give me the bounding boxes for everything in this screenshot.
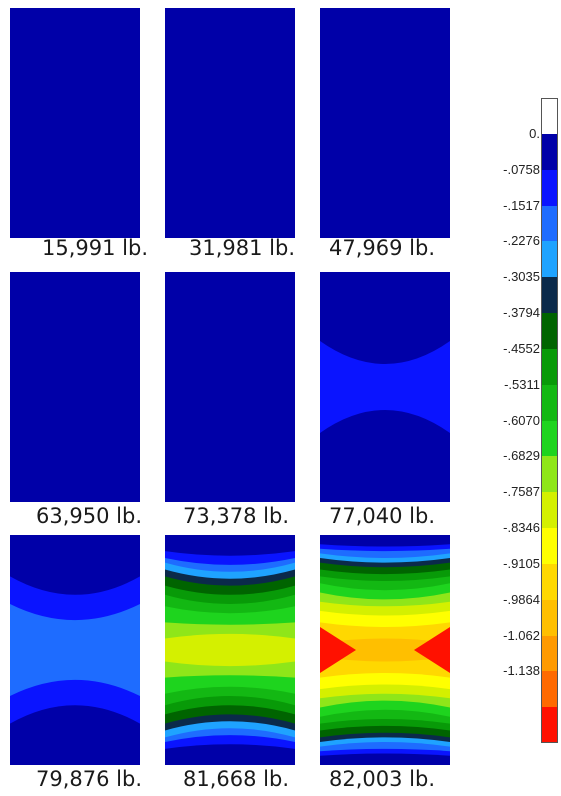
load-label-1: 15,991 lb.	[42, 236, 148, 260]
contour-band	[165, 744, 295, 765]
legend-swatch	[542, 241, 558, 278]
legend-swatch	[542, 133, 558, 171]
contour-band	[320, 535, 450, 547]
legend-tick-label: -.2276	[503, 233, 540, 249]
legend-tick-label: -.1517	[503, 197, 540, 213]
legend-swatch	[542, 635, 558, 672]
legend-tick-label: -.0758	[503, 161, 540, 177]
legend-swatch	[542, 348, 558, 386]
contour-svg	[165, 272, 295, 502]
contour-base	[165, 272, 295, 502]
contour-svg	[10, 272, 140, 502]
load-label-4: 63,950 lb.	[36, 504, 142, 528]
load-label-7: 79,876 lb.	[36, 767, 142, 791]
legend-tick-label: -.3035	[503, 269, 540, 285]
contour-panel-4	[10, 272, 140, 502]
contour-band	[320, 753, 450, 765]
legend-tick-label: -.3794	[503, 305, 540, 320]
contour-band	[320, 272, 450, 364]
contour-panel-5	[165, 272, 295, 502]
legend-swatch	[542, 313, 558, 350]
legend-swatch	[542, 456, 558, 493]
contour-panel-3	[320, 8, 450, 238]
legend-tick-label: -.4552	[503, 340, 540, 356]
contour-panel-1	[10, 8, 140, 238]
load-label-5: 73,378 lb.	[183, 504, 289, 528]
legend-swatch	[542, 384, 558, 421]
contour-panel-7	[10, 535, 140, 765]
contour-band	[165, 535, 295, 556]
contour-svg	[320, 535, 450, 765]
contour-svg	[10, 8, 140, 238]
legend-swatch	[542, 599, 558, 636]
contour-svg	[10, 535, 140, 765]
legend-tick-label: -1.138	[503, 663, 540, 679]
legend-tick-label: -.9105	[503, 555, 540, 571]
contour-notch	[414, 627, 450, 673]
legend-tick-label: -.5311	[504, 376, 540, 392]
legend-tick-label: -.6829	[503, 448, 540, 464]
legend-tick-label: -.6070	[503, 412, 540, 428]
contour-base	[320, 8, 450, 238]
legend-swatch	[542, 420, 558, 457]
contour-base	[165, 8, 295, 238]
contour-base	[10, 272, 140, 502]
contour-svg	[165, 8, 295, 238]
load-label-2: 31,981 lb.	[189, 236, 295, 260]
contour-panel-9	[320, 535, 450, 765]
contour-svg	[320, 8, 450, 238]
contour-panel-8	[165, 535, 295, 765]
load-label-8: 81,668 lb.	[183, 767, 289, 791]
color-legend: 0. -.0758 -.1517 -.2276 -.3035 -.3794 -.4552 -.…	[485, 98, 560, 748]
legend-swatch	[542, 169, 558, 206]
legend-tick-label: -.7587	[503, 484, 540, 500]
contour-panel-6	[320, 272, 450, 502]
load-label-9: 82,003 lb.	[329, 767, 435, 791]
legend-tick-label: -1.062	[503, 627, 540, 643]
contour-panel-2	[165, 8, 295, 238]
legend-swatch	[542, 98, 558, 135]
contour-band	[320, 410, 450, 502]
legend-swatch	[542, 277, 558, 314]
legend-tick-label: 0.	[529, 125, 540, 141]
legend-tick-label: -.9864	[503, 591, 540, 607]
legend-swatch	[542, 707, 558, 744]
contour-svg	[165, 535, 295, 765]
legend-swatch	[542, 563, 558, 601]
contour-band	[10, 535, 140, 595]
load-label-6: 77,040 lb.	[329, 504, 435, 528]
legend-swatch	[542, 205, 558, 242]
contour-base	[10, 8, 140, 238]
legend-swatch	[542, 528, 558, 565]
legend-tick-label: -.8346	[503, 520, 540, 535]
legend-swatch	[542, 492, 558, 529]
legend-swatch	[542, 671, 558, 708]
contour-notch	[320, 627, 356, 673]
contour-svg	[320, 272, 450, 502]
load-label-3: 47,969 lb.	[329, 236, 435, 260]
contour-band	[10, 705, 140, 765]
